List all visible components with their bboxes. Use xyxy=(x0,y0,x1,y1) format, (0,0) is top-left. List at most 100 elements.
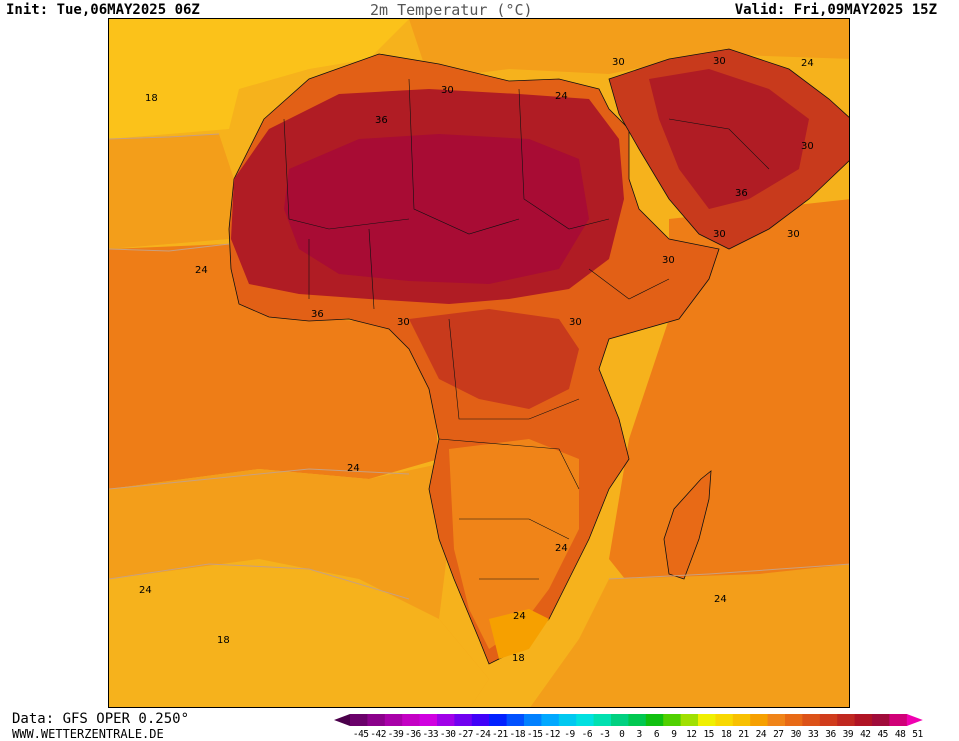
legend-swatch xyxy=(402,714,421,726)
ocean-18-band xyxy=(109,19,409,139)
legend-swatch xyxy=(558,714,577,726)
legend-swatch xyxy=(732,714,751,726)
legend-swatch xyxy=(698,714,716,726)
legend-swatch xyxy=(437,714,455,726)
legend-swatch xyxy=(680,714,699,726)
website: WWW.WETTERZENTRALE.DE xyxy=(12,727,164,741)
legend-swatch xyxy=(593,714,612,726)
legend-swatch xyxy=(785,714,803,726)
legend-swatch xyxy=(645,714,664,726)
legend-tick-label: -27 xyxy=(457,729,473,740)
legend-swatch xyxy=(663,714,682,726)
legend-tick-label: -30 xyxy=(439,729,456,740)
contour-line xyxy=(608,563,849,580)
legend-swatch xyxy=(350,714,368,726)
contour-label: 36 xyxy=(735,188,748,199)
border-line xyxy=(518,88,610,230)
contour-label: 30 xyxy=(397,317,410,328)
contour-label: 24 xyxy=(139,585,152,596)
legend-tick-label: 0 xyxy=(619,729,625,740)
color-legend xyxy=(334,714,923,726)
legend-swatch xyxy=(819,714,838,726)
legend-right-arrow xyxy=(906,714,923,726)
contour-label: 24 xyxy=(801,58,814,69)
map-canvas: 18 36 30 24 30 30 24 30 36 30 30 30 24 36 30 30 24 24 24 24… xyxy=(109,19,849,707)
legend-swatch xyxy=(419,714,438,726)
legend-swatch xyxy=(384,714,403,726)
legend-tick-label: -18 xyxy=(509,729,526,740)
legend-swatch xyxy=(454,714,473,726)
ocean-mid-band xyxy=(109,134,234,249)
legend-tick-label: 51 xyxy=(912,729,923,740)
valid-time: Valid: Fri,09MAY2025 15Z xyxy=(734,2,937,18)
legend-swatch xyxy=(524,714,542,726)
border-line xyxy=(408,78,520,235)
legend-swatch xyxy=(611,714,629,726)
contour-label: 18 xyxy=(512,653,525,664)
temperature-map: 18 36 30 24 30 30 24 30 36 30 30 30 24 36 30 30 24 24 24 24… xyxy=(108,18,850,708)
legend-tick-label: 33 xyxy=(807,729,819,740)
legend-tick-label: -45 xyxy=(352,729,369,740)
contour-label: 30 xyxy=(713,56,726,67)
contour-label: 30 xyxy=(662,255,675,266)
contour-label: 18 xyxy=(145,93,158,104)
contour-label: 24 xyxy=(195,265,208,276)
legend-tick-label: -15 xyxy=(526,729,543,740)
legend-tick-label: 48 xyxy=(894,729,906,740)
contour-label: 18 xyxy=(217,635,230,646)
legend-swatch xyxy=(889,714,908,726)
legend-swatch xyxy=(576,714,595,726)
ocean-cool-south xyxy=(109,559,489,707)
legend-tick-label: 30 xyxy=(790,729,801,740)
legend-swatch xyxy=(872,714,890,726)
legend-tick-label: -24 xyxy=(474,729,491,740)
legend-tick-label: 21 xyxy=(738,729,749,740)
border-line xyxy=(588,268,670,300)
legend-swatch xyxy=(854,714,873,726)
legend-swatch xyxy=(715,714,734,726)
legend-tick-label: -36 xyxy=(405,729,421,740)
sahara-extreme-zone xyxy=(284,134,589,284)
madagascar xyxy=(663,470,712,580)
legend-tick-label: -6 xyxy=(581,729,593,740)
legend-swatch xyxy=(506,714,525,726)
contour-label: 36 xyxy=(311,309,324,320)
legend-tick-label: 6 xyxy=(653,729,660,740)
legend-swatch xyxy=(541,714,560,726)
legend-tick-label: -12 xyxy=(544,729,560,740)
border-line xyxy=(459,518,570,540)
chart-title: 2m Temperatur (°C) xyxy=(370,1,533,19)
legend-tick-label: 45 xyxy=(877,729,888,740)
contour-label: 30 xyxy=(569,317,582,328)
legend-tick-label: 24 xyxy=(755,729,767,740)
data-source: Data: GFS OPER 0.250° xyxy=(12,711,190,727)
ocean-cool-ne xyxy=(409,19,849,79)
legend-swatch xyxy=(471,714,490,726)
legend-tick-label: -39 xyxy=(387,729,404,740)
country-borders xyxy=(283,78,770,580)
contour-label: 24 xyxy=(555,543,568,554)
contour-label: 30 xyxy=(612,57,625,68)
legend-swatch xyxy=(767,714,786,726)
southern-africa-cooler xyxy=(449,439,579,649)
legend-left-arrow xyxy=(334,714,350,726)
legend-tick-label: -42 xyxy=(370,729,386,740)
border-line xyxy=(668,118,770,170)
legend-swatch xyxy=(367,714,386,726)
ocean-warm-atlantic xyxy=(109,244,439,489)
arabia-hot-zone xyxy=(649,69,809,209)
legend-swatch xyxy=(802,714,821,726)
legend-swatch xyxy=(837,714,856,726)
contour-label: 24 xyxy=(714,594,727,605)
contour-line xyxy=(109,468,410,490)
legend-tick-label: 15 xyxy=(703,729,714,740)
border-line xyxy=(368,228,375,310)
legend-tick-label: 18 xyxy=(720,729,732,740)
legend-tick-label: 39 xyxy=(842,729,854,740)
legend-tick-label: -3 xyxy=(599,729,610,740)
central-africa-hot-zone xyxy=(409,309,579,409)
south-africa-mild xyxy=(489,609,549,659)
contour-line xyxy=(109,133,220,140)
contour-line xyxy=(109,563,410,600)
contour-label: 30 xyxy=(787,229,800,240)
